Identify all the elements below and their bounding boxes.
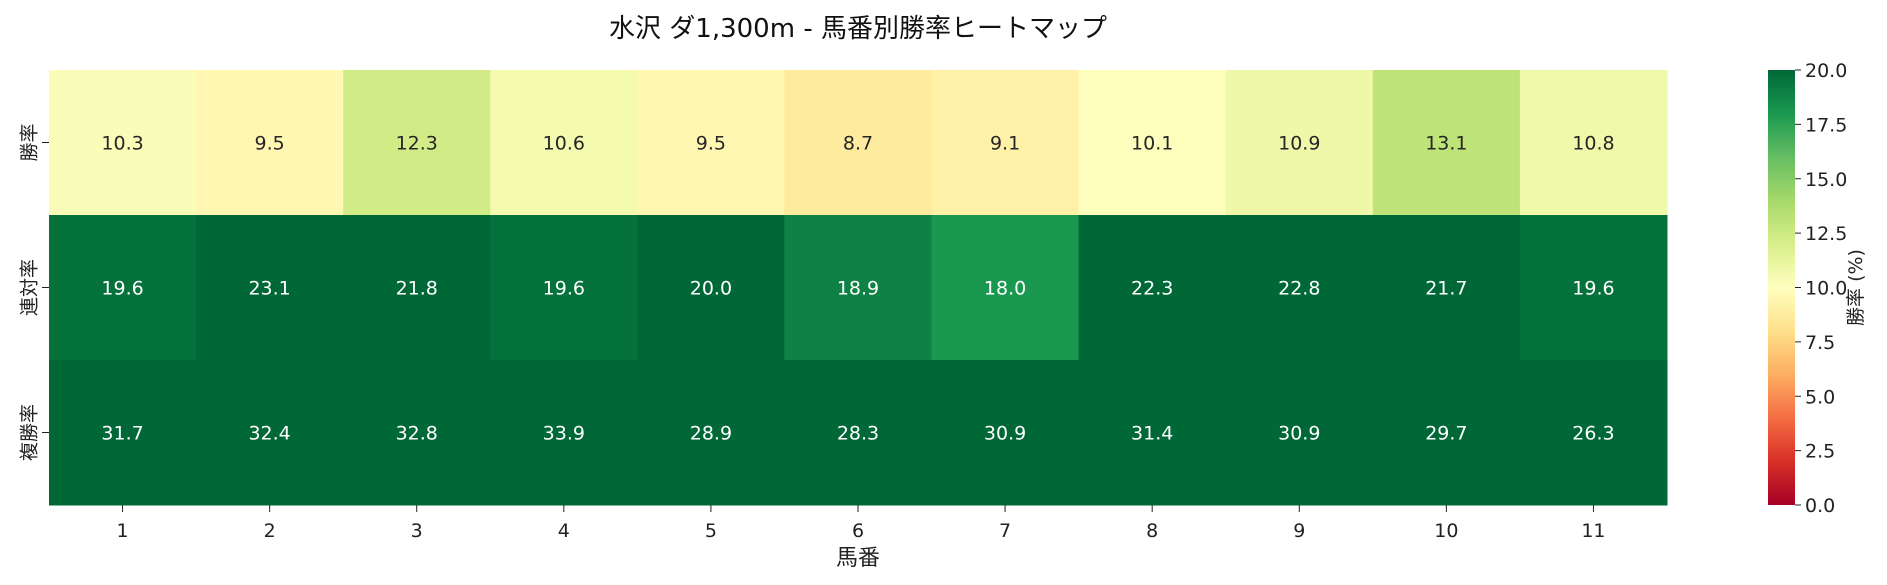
cell-value-label: 10.9 [1278,133,1320,155]
colorbar-label: 勝率 (%) [1845,249,1867,326]
colorbar [1768,70,1795,505]
cell-value-label: 19.6 [543,278,585,300]
cell-value-label: 22.8 [1278,278,1320,300]
heatmap-cell [196,360,344,506]
cell-value-label: 32.8 [396,423,438,445]
cell-value-label: 26.3 [1572,423,1614,445]
heatmap-cell [490,215,638,361]
x-tick-label: 3 [411,520,423,542]
heatmap-cell [784,360,933,506]
y-tick-label: 勝率 [19,123,41,161]
heatmap-cell [1519,70,1668,216]
colorbar-tick-label: 12.5 [1805,223,1847,245]
x-tick-label: 2 [264,520,276,542]
cell-value-label: 30.9 [1278,423,1320,445]
cell-value-label: 13.1 [1425,133,1467,155]
colorbar-tick-label: 7.5 [1805,332,1835,354]
cell-value-label: 20.0 [690,278,732,300]
cell-value-label: 28.9 [690,423,732,445]
cell-value-label: 32.4 [248,423,290,445]
heatmap-cell [1078,215,1227,361]
cell-value-label: 31.4 [1131,423,1173,445]
x-tick-label: 1 [117,520,129,542]
x-tick-label: 7 [999,520,1011,542]
x-tick-label: 9 [1293,520,1305,542]
cell-value-label: 9.5 [255,133,285,155]
cell-value-label: 19.6 [1572,278,1614,300]
cell-value-label: 10.1 [1131,133,1173,155]
heatmap-cell [1519,215,1668,361]
colorbar-tick-label: 5.0 [1805,386,1835,408]
heatmap-cell [49,70,197,216]
heatmap-cell [1225,70,1374,216]
cell-value-label: 10.6 [543,133,585,155]
x-tick-label: 5 [705,520,717,542]
heatmap-cell [49,215,197,361]
cell-value-label: 10.3 [101,133,143,155]
heatmap-cell [931,215,1080,361]
heatmap-cell [1372,215,1521,361]
heatmap-cell [931,360,1080,506]
heatmap-cell [784,215,933,361]
heatmap-cell [196,70,344,216]
chart-title: 水沢 ダ1,300m - 馬番別勝率ヒートマップ [609,14,1107,44]
cell-value-label: 8.7 [843,133,873,155]
y-tick-label: 複勝率 [19,404,41,461]
cell-value-label: 18.9 [837,278,879,300]
cell-value-label: 31.7 [101,423,143,445]
heatmap-cell [196,215,344,361]
x-tick-labels: 1 2 3 4 5 6 7 8 9 10 11 [117,505,1606,542]
cell-value-label: 29.7 [1425,423,1467,445]
x-tick-label: 11 [1581,520,1605,542]
cell-value-label: 23.1 [248,278,290,300]
x-tick-label: 6 [852,520,864,542]
heatmap-cell [343,360,491,506]
x-tick-label: 10 [1434,520,1458,542]
heatmap-cell [49,360,197,506]
heatmap-cell [343,215,491,361]
heatmap-cell [1225,215,1374,361]
heatmap-cell [343,70,491,216]
colorbar-tick-label: 17.5 [1805,114,1847,136]
heatmap-cell [931,70,1080,216]
heatmap-cell [1078,70,1227,216]
cell-value-label: 21.7 [1425,278,1467,300]
colorbar-ticks: 0.0 2.5 5.0 7.5 10.0 12.5 15.0 17.5 20.0 [1795,60,1847,517]
heatmap-cell [1225,360,1374,506]
heatmap-cell [784,70,933,216]
heatmap-cell [637,360,785,506]
heatmap-cell [1372,360,1521,506]
heatmap-cell [637,70,785,216]
colorbar-tick-label: 0.0 [1805,495,1835,517]
colorbar-tick-label: 10.0 [1805,278,1847,300]
cell-value-label: 22.3 [1131,278,1173,300]
colorbar-tick-label: 2.5 [1805,441,1835,463]
x-tick-label: 4 [558,520,570,542]
heatmap-cell [490,70,638,216]
heatmap-cell [1519,360,1668,506]
cell-value-label: 19.6 [101,278,143,300]
x-axis-label: 馬番 [836,546,880,571]
colorbar-tick-label: 15.0 [1805,169,1847,191]
cell-value-label: 9.1 [990,133,1020,155]
heatmap-cell [1372,70,1521,216]
cell-value-label: 30.9 [984,423,1026,445]
cell-value-label: 18.0 [984,278,1026,300]
y-tick-label: 連対率 [19,259,41,316]
cell-value-label: 33.9 [543,423,585,445]
heatmap-cell [637,215,785,361]
colorbar-tick-label: 20.0 [1805,60,1847,82]
cell-value-label: 9.5 [696,133,726,155]
x-tick-label: 8 [1146,520,1158,542]
cell-value-label: 28.3 [837,423,879,445]
heatmap-cells: 10.3 9.5 12.3 10.6 9.5 8.7 9.1 10.1 10.9 13.1 10.8… [49,70,1668,506]
cell-value-label: 10.8 [1572,133,1614,155]
heatmap-cell [490,360,638,506]
heatmap-cell [1078,360,1227,506]
cell-value-label: 12.3 [396,133,438,155]
cell-value-label: 21.8 [396,278,438,300]
